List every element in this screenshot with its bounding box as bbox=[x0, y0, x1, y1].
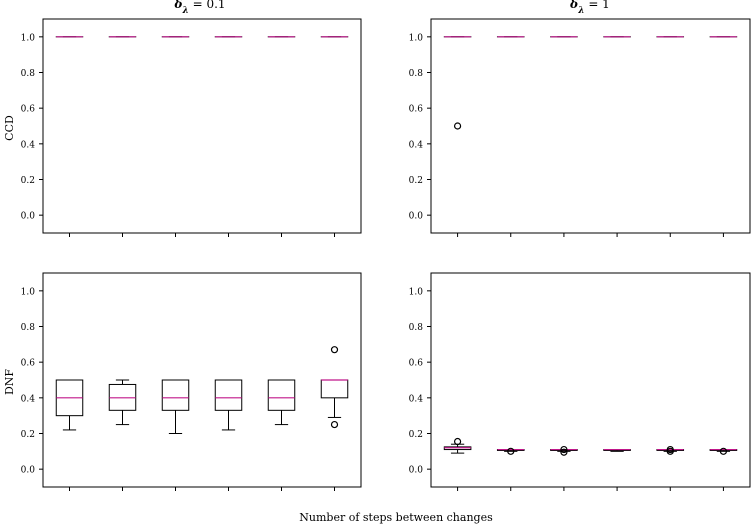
box-5 bbox=[108, 379, 137, 426]
box-3 bbox=[603, 448, 631, 452]
y-tick-label: 0.6 bbox=[21, 359, 36, 369]
box-body bbox=[267, 379, 296, 411]
y-tick-label: 0.6 bbox=[21, 105, 36, 115]
row-label-dnf: DNF bbox=[3, 369, 16, 395]
y-tick-label: 0.0 bbox=[409, 466, 424, 476]
y-tick-label: 0.4 bbox=[21, 394, 36, 404]
box-body bbox=[161, 379, 190, 411]
column-title-right-symbol: δ bbox=[569, 0, 578, 11]
axes-frame bbox=[42, 272, 362, 488]
box-10 bbox=[443, 36, 472, 130]
flier-point bbox=[453, 122, 462, 130]
column-title-left: δλ = 0.1 bbox=[173, 0, 225, 16]
y-tick-label: 0.0 bbox=[21, 212, 36, 222]
y-tick-label: 0.0 bbox=[409, 212, 424, 222]
axes-frame bbox=[42, 18, 362, 234]
y-tick-label: 0.4 bbox=[409, 140, 424, 150]
panel-ccd-delta-1: 0.0 0.2 0.4 0.6 0.8 1.0 bbox=[409, 18, 751, 237]
box-3 bbox=[214, 379, 243, 431]
column-title-right-subscript: λ bbox=[577, 6, 584, 16]
flier-point bbox=[560, 445, 568, 454]
box-10 bbox=[55, 379, 84, 431]
y-tick-label: 1.0 bbox=[409, 33, 424, 43]
y-tick-label: 0.8 bbox=[21, 323, 36, 333]
y-tick-label: 0.6 bbox=[409, 359, 424, 369]
y-tick-label: 1.0 bbox=[21, 287, 36, 297]
y-tick-label: 0.8 bbox=[21, 69, 36, 79]
flier-point bbox=[560, 448, 568, 456]
axes-frame bbox=[430, 18, 751, 234]
y-tick-label: 0.4 bbox=[21, 140, 36, 150]
box-2 bbox=[656, 445, 685, 455]
row-label-ccd: CCD bbox=[3, 115, 16, 141]
box-body bbox=[320, 379, 349, 399]
box-1 bbox=[709, 447, 738, 455]
panel-dnf-delta-0.1: 0.0 0.2 0.4 0.6 0.8 1.0 bbox=[21, 272, 362, 491]
y-tick-label: 0.2 bbox=[409, 430, 423, 440]
panel-ccd-delta-0.1: 0.0 0.2 0.4 0.6 0.8 1.0 bbox=[21, 18, 362, 237]
flier-point bbox=[666, 445, 674, 454]
y-tick-label: 0.4 bbox=[409, 394, 424, 404]
box-4 bbox=[550, 445, 578, 456]
column-title-right: δλ = 1 bbox=[569, 0, 610, 16]
y-tick-label: 0.8 bbox=[409, 323, 424, 333]
column-title-left-symbol: δ bbox=[173, 0, 182, 11]
column-title-right-value: = 1 bbox=[585, 0, 610, 11]
y-tick-label: 1.0 bbox=[409, 287, 424, 297]
y-tick-label: 0.2 bbox=[409, 176, 423, 186]
flier-point bbox=[507, 447, 515, 455]
panel-dnf-delta-1: 0.0 0.2 0.4 0.6 0.8 1.0 bbox=[409, 272, 751, 491]
box-4 bbox=[161, 379, 190, 434]
y-tick-label: 0.2 bbox=[21, 176, 35, 186]
y-tick-label: 0.6 bbox=[409, 105, 424, 115]
column-title-left-subscript: λ bbox=[181, 6, 188, 16]
column-title-left-value: = 0.1 bbox=[189, 0, 226, 11]
flier-point bbox=[330, 420, 339, 429]
x-axis-label: Number of steps between changes bbox=[299, 511, 493, 524]
y-tick-label: 0.0 bbox=[21, 466, 36, 476]
y-tick-label: 1.0 bbox=[21, 33, 36, 43]
flier-point bbox=[719, 447, 728, 455]
flier-point bbox=[453, 437, 462, 446]
y-tick-label: 0.8 bbox=[409, 69, 424, 79]
box-10 bbox=[443, 437, 472, 454]
box-2 bbox=[267, 379, 296, 426]
y-tick-label: 0.2 bbox=[21, 430, 35, 440]
flier-point bbox=[330, 346, 339, 354]
box-1 bbox=[320, 346, 349, 429]
box-5 bbox=[496, 447, 525, 455]
axes-frame bbox=[430, 272, 751, 488]
box-body bbox=[214, 379, 243, 411]
